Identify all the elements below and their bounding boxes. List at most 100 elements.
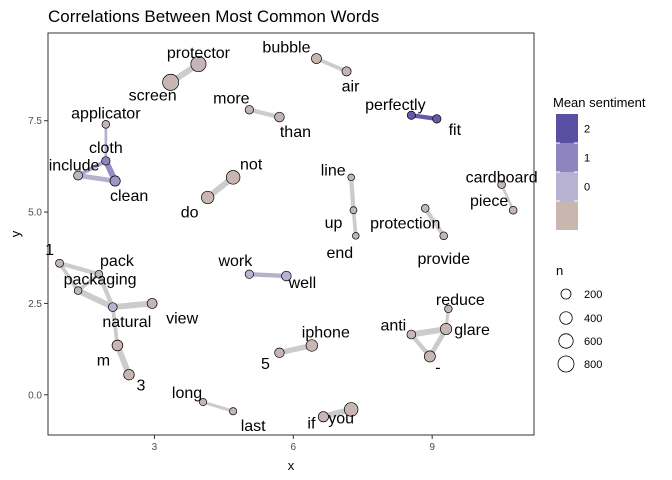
word-label-if: if xyxy=(307,416,316,433)
x-axis-title: x xyxy=(288,458,295,473)
node-screen xyxy=(162,73,180,91)
word-label-end: end xyxy=(326,245,353,262)
node-work xyxy=(244,269,254,279)
word-label-packaging: packaging xyxy=(64,272,137,289)
axes-layer: 3 6 9 0.0 2.5 5.0 7.5 xyxy=(28,116,435,453)
edge-cardboard-piece xyxy=(500,183,515,212)
plot-panel xyxy=(47,32,535,436)
node-dash xyxy=(423,350,436,363)
node-fit xyxy=(432,114,442,124)
word-label-view: view xyxy=(166,310,198,327)
word-label-piece: piece xyxy=(470,193,508,210)
node-long xyxy=(199,398,208,407)
word-label-protection: protection xyxy=(370,215,440,232)
node-m xyxy=(111,339,124,352)
x-tick-label: 9 xyxy=(429,442,435,453)
word-label-perfectly: perfectly xyxy=(365,97,425,114)
word-label-iphone: iphone xyxy=(302,324,350,341)
size-legend-circle xyxy=(558,333,574,349)
word-label-line: line xyxy=(321,162,346,179)
edge-long-last xyxy=(201,400,235,413)
edge-1-packaging xyxy=(57,261,80,293)
word-label-include: include xyxy=(49,158,100,175)
word-label-clean: clean xyxy=(110,188,148,205)
node-anti xyxy=(406,329,417,340)
size-legend-label: 200 xyxy=(584,289,602,301)
node-include xyxy=(73,170,83,181)
word-label-pack: pack xyxy=(100,253,135,270)
edge-packaging-natural xyxy=(75,287,116,311)
word-label-up: up xyxy=(325,215,343,232)
word-label-you: you xyxy=(328,410,354,427)
labels-layer: protector screen bubble air applicator more th… xyxy=(45,40,538,436)
node-bubble xyxy=(311,53,322,64)
edge-include-clean xyxy=(75,173,118,184)
sentiment-tick-label: 2 xyxy=(584,124,590,136)
word-label-3: 3 xyxy=(137,378,146,395)
word-label-provide: provide xyxy=(418,251,471,268)
word-label-glare: glare xyxy=(454,322,490,339)
edge-work-well xyxy=(247,272,289,279)
word-label-cloth: cloth xyxy=(89,140,123,157)
sentiment-tick-label: 1 xyxy=(584,153,590,165)
size-legend-keys: 200 400 600 800 xyxy=(557,288,602,373)
node-perfectly xyxy=(406,110,416,120)
chart-title: Correlations Between Most Common Words xyxy=(48,7,379,26)
node-glare xyxy=(440,322,453,336)
size-legend-label: 400 xyxy=(584,313,602,325)
word-label-fit: fit xyxy=(449,122,462,139)
edge-include-cloth xyxy=(76,159,108,178)
x-tick-label: 6 xyxy=(291,442,297,453)
word-label-cardboard: cardboard xyxy=(466,170,538,187)
sentiment-swatch xyxy=(556,172,578,201)
edge-1-pack xyxy=(57,261,102,277)
size-legend-circle xyxy=(559,311,573,325)
node-pack xyxy=(94,269,104,279)
edge-protection-provide xyxy=(423,206,446,238)
node-do xyxy=(201,190,215,205)
edge-natural-view xyxy=(109,300,156,311)
word-label-well: well xyxy=(288,275,317,292)
sentiment-tick-label: 0 xyxy=(584,182,590,194)
node-clean xyxy=(109,175,121,187)
word-label-applicator: applicator xyxy=(71,105,141,122)
node-natural xyxy=(108,302,118,312)
node-packaging xyxy=(73,286,83,295)
node-end xyxy=(352,232,360,240)
y-axis-title: y xyxy=(8,230,23,237)
word-label-m: m xyxy=(97,352,110,369)
node-cloth xyxy=(101,156,111,166)
node-piece xyxy=(508,205,518,215)
node-you xyxy=(343,402,359,417)
word-label-screen: screen xyxy=(129,87,177,104)
node-1 xyxy=(55,258,64,268)
sentiment-swatch xyxy=(556,114,578,143)
edge-pack-packaging xyxy=(76,272,101,293)
word-label-bubble: bubble xyxy=(262,40,310,57)
node-if xyxy=(317,411,329,423)
word-label-dash: - xyxy=(435,359,440,376)
node-well xyxy=(281,270,292,282)
node-last xyxy=(229,407,238,416)
legend: Mean sentiment 2 1 0 n 200 400 600 800 xyxy=(553,95,646,373)
word-label-protector: protector xyxy=(167,45,231,62)
node-up xyxy=(349,206,358,215)
node-air xyxy=(341,66,352,77)
size-legend-circle xyxy=(560,288,572,300)
x-tick-label: 3 xyxy=(152,442,158,453)
word-label-do: do xyxy=(181,204,199,221)
node-iphone xyxy=(305,339,318,352)
node-more xyxy=(244,105,254,115)
node-cardboard xyxy=(497,180,506,189)
size-legend-title: n xyxy=(556,263,563,278)
word-label-natural: natural xyxy=(102,314,151,331)
node-protector xyxy=(190,56,207,73)
node-protection xyxy=(420,204,430,213)
node-applicator xyxy=(101,120,111,129)
word-label-work: work xyxy=(217,253,253,270)
sentiment-swatch xyxy=(556,143,578,172)
word-label-reduce: reduce xyxy=(436,292,485,309)
node-not xyxy=(225,170,241,185)
edge-bubble-air xyxy=(314,56,349,74)
